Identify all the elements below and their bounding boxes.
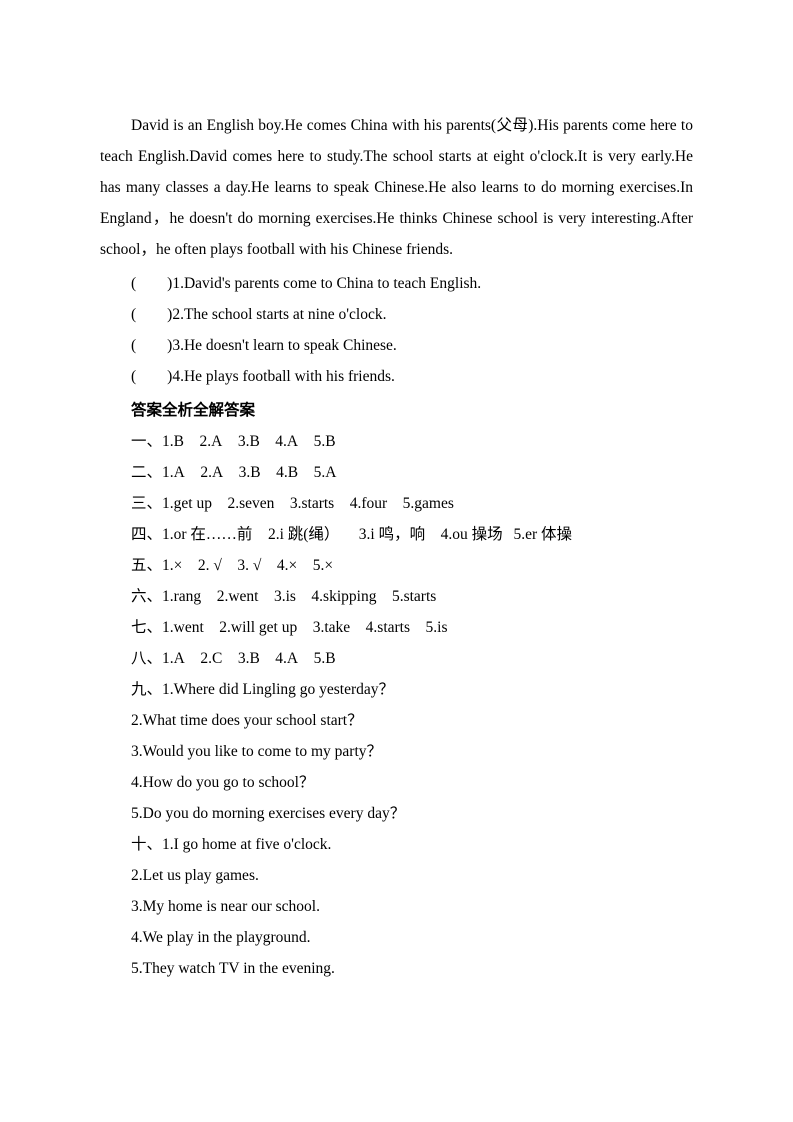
answer-item: 1.B bbox=[162, 433, 184, 450]
answer-prefix: 九、 bbox=[131, 681, 162, 698]
answer-item: 5.A bbox=[314, 464, 337, 481]
question-1: ( )1.David's parents come to China to te… bbox=[100, 268, 693, 299]
answer-item: 1.× bbox=[162, 557, 182, 574]
answer-item: 4.starts bbox=[366, 619, 410, 636]
answer-section-10-line2: 2.Let us play games. bbox=[100, 860, 693, 891]
answer-prefix: 七、 bbox=[131, 619, 162, 636]
answer-item: 2. √ bbox=[198, 557, 222, 574]
page: David is an English boy.He comes China w… bbox=[0, 0, 793, 1122]
answer-item: 4.ou 操场 bbox=[441, 526, 503, 543]
answer-prefix: 六、 bbox=[131, 588, 162, 605]
question-4: ( )4.He plays football with his friends. bbox=[100, 361, 693, 392]
answer-item: 3.is bbox=[274, 588, 296, 605]
answer-item: 2.C bbox=[200, 650, 222, 667]
answer-section-3: 三、1.get up 2.seven 3.starts 4.four 5.games bbox=[100, 488, 693, 519]
answer-item: 2.i 跳(绳） bbox=[268, 526, 339, 543]
answer-item: 5.× bbox=[313, 557, 333, 574]
answer-section-9-line2: 2.What time does your school start？ bbox=[100, 705, 693, 736]
answer-section-6: 六、1.rang 2.went 3.is 4.skipping 5.starts bbox=[100, 581, 693, 612]
answer-section-10-line5: 5.They watch TV in the evening. bbox=[100, 953, 693, 984]
answer-section-10-line4: 4.We play in the playground. bbox=[100, 922, 693, 953]
answer-section-8: 八、1.A 2.C 3.B 4.A 5.B bbox=[100, 643, 693, 674]
answer-section-10-line3: 3.My home is near our school. bbox=[100, 891, 693, 922]
answer-item: 2.A bbox=[200, 464, 223, 481]
answer-item: 3.take bbox=[313, 619, 350, 636]
answer-item: 1.or 在……前 bbox=[162, 526, 252, 543]
answer-item: 5.er 体操 bbox=[513, 526, 572, 543]
answers-heading: 答案全析全解答案 bbox=[100, 395, 693, 426]
answer-section-9-line4: 4.How do you go to school？ bbox=[100, 767, 693, 798]
answer-item: 3.B bbox=[238, 433, 260, 450]
answer-item: 4.A bbox=[275, 650, 298, 667]
answer-section-7: 七、1.went 2.will get up 3.take 4.starts 5.is bbox=[100, 612, 693, 643]
answer-item: 1.I go home at five o'clock. bbox=[162, 836, 331, 853]
question-3: ( )3.He doesn't learn to speak Chinese. bbox=[100, 330, 693, 361]
answer-item: 3.B bbox=[239, 464, 261, 481]
answer-section-1: 一、1.B 2.A 3.B 4.A 5.B bbox=[100, 426, 693, 457]
answer-section-2: 二、1.A 2.A 3.B 4.B 5.A bbox=[100, 457, 693, 488]
answer-item: 5.starts bbox=[392, 588, 436, 605]
answer-section-10-line1: 十、1.I go home at five o'clock. bbox=[100, 829, 693, 860]
answer-item: 5.B bbox=[314, 650, 336, 667]
answer-item: 5.games bbox=[403, 495, 454, 512]
answer-item: 1.went bbox=[162, 619, 204, 636]
answer-item: 1.get up bbox=[162, 495, 212, 512]
answer-section-9-line5: 5.Do you do morning exercises every day？ bbox=[100, 798, 693, 829]
answer-item: 4.A bbox=[275, 433, 298, 450]
reading-passage: David is an English boy.He comes China w… bbox=[100, 110, 693, 265]
answer-prefix: 十、 bbox=[131, 836, 162, 853]
answer-item: 2.will get up bbox=[219, 619, 297, 636]
answer-item: 1.A bbox=[162, 464, 185, 481]
question-2: ( )2.The school starts at nine o'clock. bbox=[100, 299, 693, 330]
answer-item: 3.B bbox=[238, 650, 260, 667]
answer-item: 3.i 鸣，响 bbox=[355, 526, 425, 543]
answer-item: 3. √ bbox=[237, 557, 261, 574]
answer-section-9-line1: 九、1.Where did Lingling go yesterday？ bbox=[100, 674, 693, 705]
answer-prefix: 一、 bbox=[131, 433, 162, 450]
answer-item: 1.rang bbox=[162, 588, 201, 605]
answer-item: 4.B bbox=[276, 464, 298, 481]
answer-item: 5.is bbox=[426, 619, 448, 636]
answer-item: 1.A bbox=[162, 650, 185, 667]
answer-section-9-line3: 3.Would you like to come to my party？ bbox=[100, 736, 693, 767]
answer-item: 4.four bbox=[350, 495, 387, 512]
answer-prefix: 四、 bbox=[131, 526, 162, 543]
answer-section-5: 五、1.× 2. √ 3. √ 4.× 5.× bbox=[100, 550, 693, 581]
answer-section-4: 四、1.or 在……前 2.i 跳(绳） 3.i 鸣，响 4.ou 操场 5.er 体… bbox=[100, 519, 693, 550]
answer-item: 4.skipping bbox=[311, 588, 376, 605]
answer-prefix: 三、 bbox=[131, 495, 162, 512]
answer-item: 3.starts bbox=[290, 495, 334, 512]
answer-item: 5.B bbox=[314, 433, 336, 450]
answer-item: 1.Where did Lingling go yesterday？ bbox=[162, 681, 394, 698]
answer-item: 2.seven bbox=[227, 495, 274, 512]
answer-prefix: 二、 bbox=[131, 464, 162, 481]
answer-item: 2.A bbox=[199, 433, 222, 450]
answer-prefix: 八、 bbox=[131, 650, 162, 667]
answer-prefix: 五、 bbox=[131, 557, 162, 574]
answer-item: 4.× bbox=[277, 557, 297, 574]
answer-item: 2.went bbox=[217, 588, 259, 605]
